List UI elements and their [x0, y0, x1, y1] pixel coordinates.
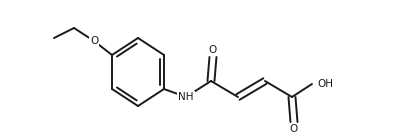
- Text: NH: NH: [178, 92, 194, 102]
- Text: OH: OH: [317, 79, 333, 89]
- Text: O: O: [290, 124, 298, 134]
- Text: O: O: [209, 45, 217, 55]
- Text: O: O: [90, 36, 98, 46]
